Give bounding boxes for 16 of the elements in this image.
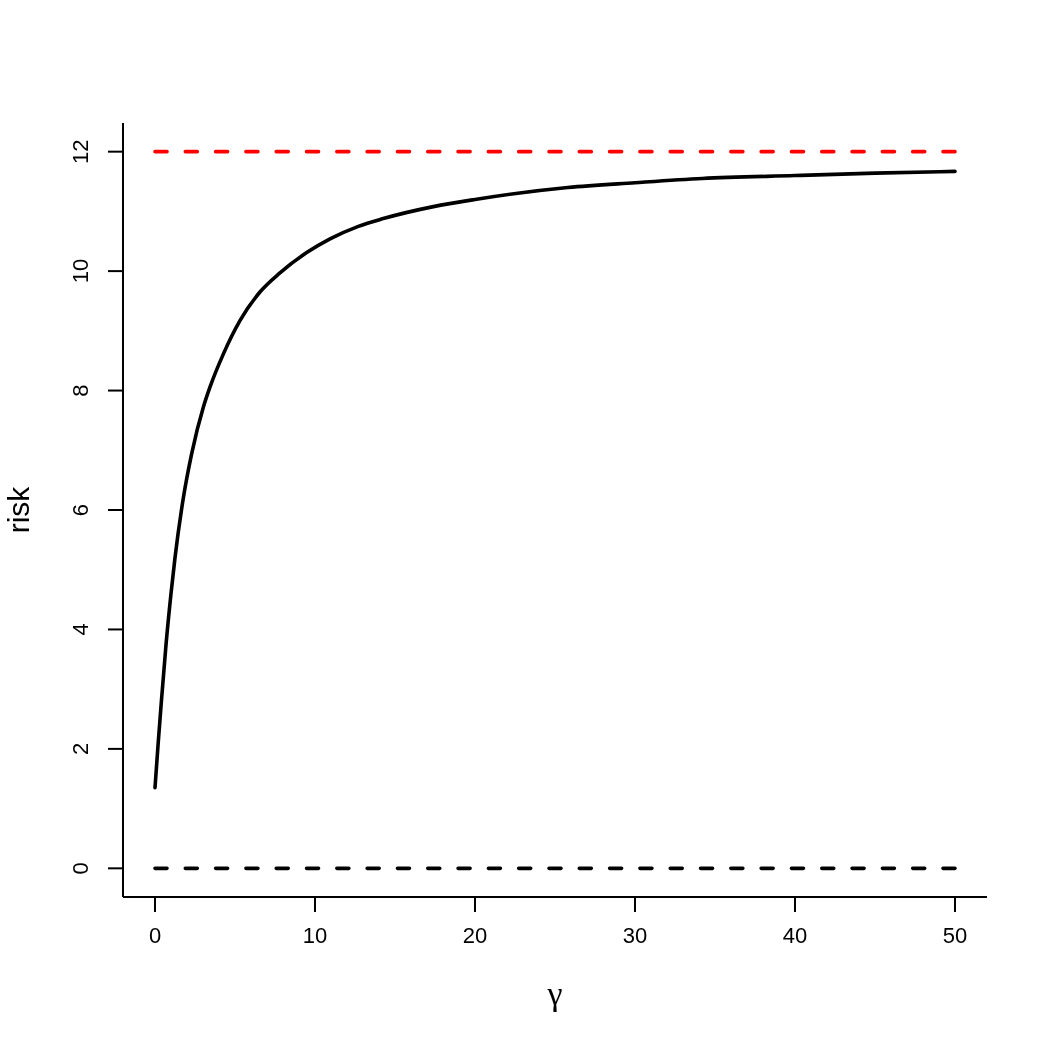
y-tick-label: 2 — [68, 742, 93, 756]
y-tick-label: 0 — [68, 862, 93, 875]
y-tick-label: 10 — [68, 258, 93, 284]
x-tick-label: 40 — [782, 923, 808, 948]
y-tick-label: 4 — [68, 623, 93, 636]
y-tick-label: 6 — [68, 503, 93, 517]
x-axis-title: γ — [546, 975, 563, 1012]
y-tick-label: 12 — [68, 139, 93, 164]
x-tick-label: 0 — [148, 923, 162, 948]
y-tick-label: 8 — [68, 384, 93, 397]
x-tick-label: 20 — [462, 923, 488, 948]
x-tick-label: 50 — [942, 923, 968, 948]
y-axis-title: risk — [2, 485, 35, 534]
line-series — [153, 169, 957, 790]
x-tick-label: 30 — [622, 923, 648, 948]
x-tick-label: 10 — [302, 923, 328, 948]
